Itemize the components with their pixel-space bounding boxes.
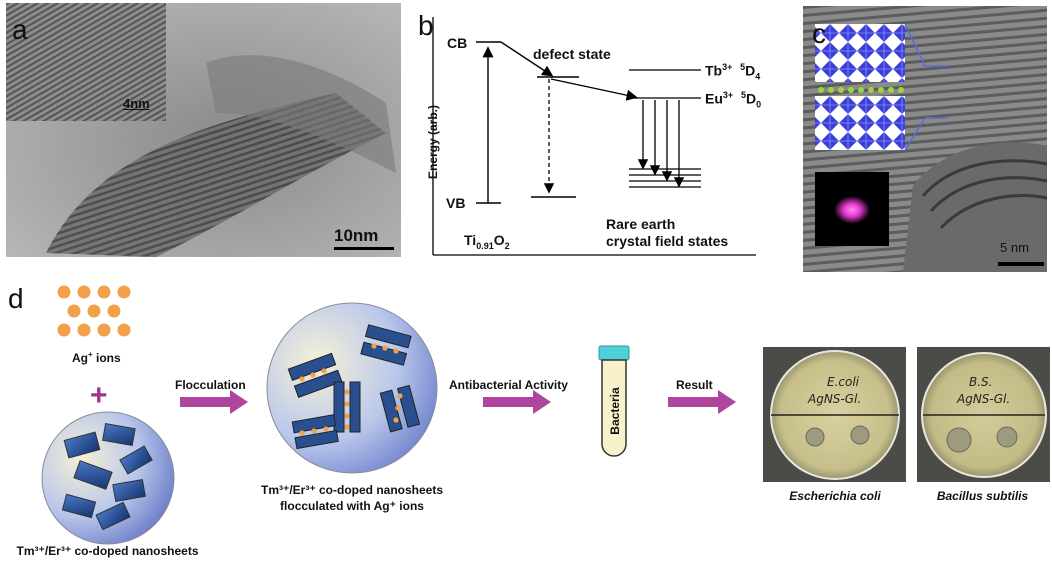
ag-sup: + [88,350,93,359]
eu-sup: 3+ [722,90,734,100]
bsubtilis-caption: Bacillus subtilis [936,489,1029,503]
ag-ion-dot [97,323,111,337]
plus-sign: + [90,379,108,412]
panel-c-scale-bar [998,262,1044,266]
ion-dots [57,285,131,337]
ag-ion-dot [77,285,91,299]
panel-c-letter: c [812,18,826,49]
tb-level-label: Tb3+ 5D4 [705,62,760,81]
vb-label: VB [446,195,466,211]
tb-level-sub: 4 [755,71,761,82]
cb-label: CB [447,35,468,51]
panel-d-letter: d [8,283,24,314]
eu-level-sup: 5 [740,90,746,100]
tb-level-sup: 5 [740,62,746,72]
ag-ion-dot [117,323,131,337]
bsubtilis-plate-photo: B.S. AgNS-Gl. [917,347,1050,482]
eu-level-text: D [745,90,757,107]
ecoli-plate-photo: E.coli AgNS-Gl. [763,347,906,482]
panel-a-inset-scale: 4nm [123,96,150,111]
ag-text: Ag [72,351,88,365]
flocculated-caption-2: flocculated with Ag⁺ ions [280,499,424,513]
rare-earth-label-2: crystal field states [606,233,729,249]
panel-a-letter: a [12,14,28,45]
eu-level-label: Eu3+ 5D0 [705,90,761,109]
host-o: O [493,232,505,248]
antibacterial-label: Antibacterial Activity [449,378,568,392]
result-arrow [668,390,736,414]
flocculation-arrow [180,390,248,414]
ag-ion-dot [57,285,71,299]
tb-text: Tb [705,62,723,79]
ag-ion-dot [87,304,101,318]
flocculated-caption-1: Tm³⁺/Er³⁺ co-doped nanosheets [260,483,443,497]
ag-ion-cluster [57,285,131,337]
ag-ion-dot [67,304,81,318]
defect-state-label: defect state [533,46,611,62]
nanosheets-sphere [41,411,175,545]
ag-ion-dot [57,323,71,337]
eu-level-sub: 0 [756,99,762,110]
ag-ion-dot [97,285,111,299]
result-label: Result [676,378,713,392]
ag-ion-dot [77,323,91,337]
host-sub2: 2 [504,240,510,251]
ag-ion-dot [117,285,131,299]
host-sub1: 0.91 [476,240,494,251]
nanosheets-caption: Tm³⁺/Er³⁺ co-doped nanosheets [16,544,199,558]
flocculated-sphere [266,302,438,474]
panel-a-scale-bar [334,247,394,250]
ecoli-caption: Escherichia coli [789,489,881,503]
bacteria-test-tube [598,345,630,457]
panel-c-tem-image [803,6,1047,272]
tb-sup: 3+ [722,62,733,72]
panel-a-scale-label: 10nm [334,226,379,245]
bacteria-label: Bacteria [608,387,622,435]
bsubtilis-plate-hw-1: B.S. [969,375,993,389]
energy-axis-label: Energy (arb.) [426,105,440,180]
ecoli-plate-hw-2: AgNS-Gl. [808,392,862,406]
eu-text: Eu [705,90,723,107]
panel-b-letter: b [418,10,434,41]
bsubtilis-plate-hw-2: AgNS-Gl. [957,392,1011,406]
ag-suffix: ions [92,351,121,365]
ag-ions-label: Ag+ ions [72,350,121,365]
ecoli-plate-hw-1: E.coli [827,375,860,389]
panel-b-energy-diagram [411,7,784,259]
host-base: Ti [464,232,477,248]
panel-a-tem-image [6,3,401,257]
host-label: Ti0.91O2 [464,232,510,251]
flocculation-label: Flocculation [175,378,246,392]
panel-c-scale-label: 5 nm [1000,240,1029,255]
antibacterial-arrow [483,390,551,414]
rare-earth-label-1: Rare earth [606,216,676,232]
ag-ion-dot [107,304,121,318]
tb-level-text: D [745,62,756,79]
